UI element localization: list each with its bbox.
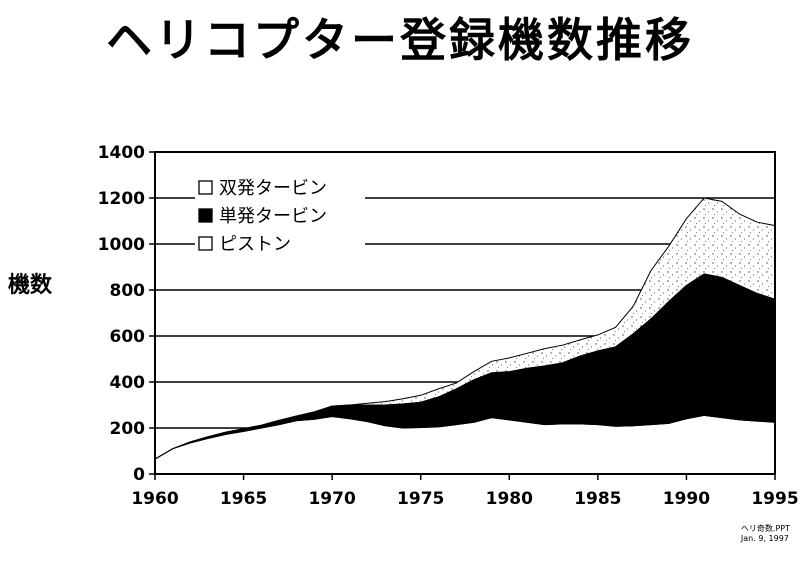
y-tick-label: 200 — [110, 419, 146, 439]
y-axis-label: 機数 — [8, 272, 53, 298]
legend-background — [195, 206, 365, 228]
x-tick-label: 1980 — [486, 489, 533, 509]
x-tick-label: 1985 — [574, 489, 621, 509]
footnote-file: ヘリ奇数.PPT — [740, 524, 790, 533]
x-tick-label: 1975 — [397, 489, 444, 509]
plot-frame — [154, 151, 776, 475]
y-tick-label: 1000 — [98, 235, 145, 255]
x-tick-label: 1990 — [663, 489, 710, 509]
page-title: ヘリコプター登録機数推移 — [106, 13, 694, 67]
y-tick-label: 1200 — [98, 189, 145, 209]
legend-swatch — [198, 208, 213, 223]
y-tick-label: 800 — [110, 281, 146, 301]
y-tick-label: 1400 — [98, 143, 145, 163]
legend-background — [195, 178, 365, 200]
legend-label: ピストン — [219, 234, 291, 255]
legend-swatch — [198, 180, 213, 195]
x-tick-label: 1965 — [220, 489, 267, 509]
legend-label: 単発タービン — [219, 206, 327, 227]
legend-swatch — [198, 236, 213, 251]
y-tick-label: 600 — [110, 327, 146, 347]
x-tick-label: 1960 — [131, 489, 178, 509]
footnote-date: Jan. 9, 1997 — [740, 534, 789, 543]
x-tick-label: 1970 — [308, 489, 355, 509]
y-tick-label: 400 — [110, 373, 146, 393]
legend-background — [195, 234, 365, 256]
x-tick-label: 1995 — [751, 489, 798, 509]
legend-label: 双発タービン — [219, 178, 327, 199]
footnote: ヘリ奇数.PPT Jan. 9, 1997 — [741, 524, 790, 544]
y-tick-label: 0 — [133, 465, 145, 485]
area-series — [154, 414, 776, 475]
